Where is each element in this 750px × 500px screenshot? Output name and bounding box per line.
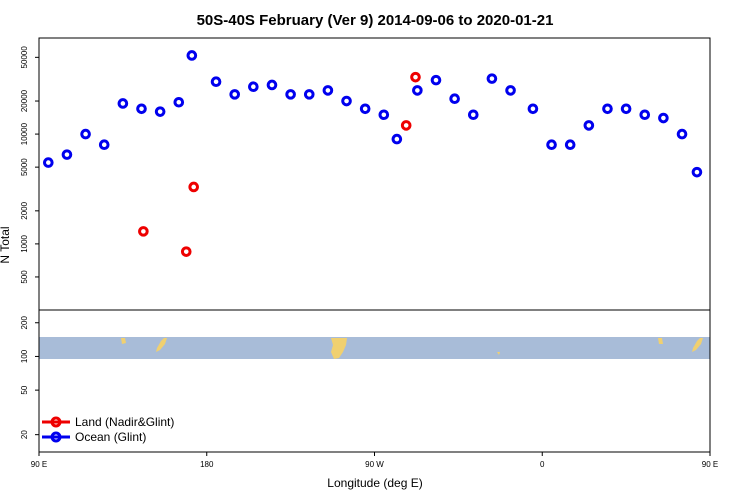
ocean-data-point: [322, 85, 334, 96]
ocean-data-point: [564, 139, 576, 151]
upper-data-points: [43, 50, 703, 257]
x-tick-label: 0: [540, 460, 545, 469]
y-axis-title: N Total: [0, 226, 12, 263]
land-data-point: [188, 181, 200, 193]
land-data-point: [400, 120, 412, 131]
ocean-data-point: [266, 79, 278, 91]
x-tick-label: 180: [200, 460, 214, 469]
ocean-data-point: [583, 120, 595, 131]
ocean-data-point: [303, 89, 315, 100]
x-axis-title: Longitude (deg E): [327, 476, 422, 490]
ocean-data-point: [486, 73, 498, 84]
lower-y-tick-label: 200: [20, 316, 29, 330]
legend-ocean-marker: [50, 431, 62, 443]
lower-y-tick-label: 50: [20, 385, 29, 394]
upper-y-tick-label: 1000: [20, 234, 29, 252]
ocean-data-point: [639, 109, 651, 121]
ocean-data-point: [117, 98, 129, 109]
land-data-point: [138, 226, 149, 237]
ocean-data-point: [391, 133, 403, 145]
upper-y-tick-label: 20000: [20, 89, 29, 112]
lower-y-tick-label: 20: [20, 430, 29, 439]
ocean-data-point: [229, 89, 241, 100]
legend-land-marker: [50, 416, 62, 428]
ocean-data-point: [285, 89, 296, 100]
upper-y-tick-label: 5000: [20, 158, 29, 176]
lower-y-axis: 20 50 100 200: [20, 316, 39, 439]
ocean-data-point: [359, 103, 371, 115]
ocean-data-point: [546, 139, 557, 151]
ocean-data-point: [676, 128, 688, 140]
upper-y-tick-label: 2000: [20, 201, 29, 219]
map-band: [39, 337, 710, 359]
upper-y-tick-label: 10000: [20, 122, 29, 145]
ocean-data-point: [505, 85, 516, 96]
ocean-data-point: [210, 76, 222, 87]
ocean-data-point: [173, 96, 185, 108]
chart-title: 50S-40S February (Ver 9) 2014-09-06 to 2…: [197, 12, 554, 29]
legend-land-label: Land (Nadir&Glint): [75, 415, 174, 429]
ocean-data-point: [43, 157, 54, 168]
land-patch-patagonia: [331, 338, 347, 359]
lower-y-tick-label: 100: [20, 349, 29, 363]
land-patch-islands: [497, 352, 500, 355]
ocean-data-point: [527, 103, 539, 115]
ocean-data-point: [691, 166, 703, 178]
ocean-data-point: [602, 103, 613, 115]
ocean-data-point: [248, 81, 259, 93]
x-tick-label: 90 E: [702, 460, 718, 469]
land-data-point: [180, 246, 192, 257]
upper-y-tick-label: 500: [20, 270, 29, 284]
ocean-data-point: [186, 50, 198, 61]
ocean-data-point: [378, 109, 390, 121]
land-patch-new-zealand: [156, 338, 167, 352]
ocean-data-point: [80, 128, 91, 140]
x-tick-label: 90 E: [31, 460, 47, 469]
x-tick-label: 90 W: [365, 460, 384, 469]
upper-y-axis: 500 1000 2000 5000 10000 20000 50000: [20, 46, 39, 284]
ocean-data-point: [136, 103, 147, 115]
legend-ocean-label: Ocean (Glint): [75, 430, 146, 444]
land-patch-south-america-east: [121, 338, 126, 344]
ocean-strip: [39, 337, 710, 359]
ocean-data-point: [430, 74, 442, 86]
land-data-point: [410, 71, 421, 83]
ocean-data-point: [658, 112, 669, 124]
ocean-data-point: [449, 93, 460, 105]
land-patch-new-zealand-repeat: [692, 338, 703, 352]
ocean-data-point: [467, 109, 479, 121]
ocean-data-point: [341, 95, 352, 107]
ocean-data-point: [154, 106, 166, 117]
ocean-data-point: [98, 139, 110, 151]
x-axis: 90 E 180 90 W 0 90 E: [31, 452, 718, 469]
upper-plot-frame: [38, 37, 711, 311]
legend: Land (Nadir&Glint) Ocean (Glint): [42, 415, 174, 444]
ocean-data-point: [412, 85, 423, 96]
ocean-data-point: [61, 149, 73, 160]
upper-y-tick-label: 50000: [20, 46, 29, 69]
ocean-data-point: [620, 103, 632, 115]
land-patch-tasmania: [658, 338, 663, 344]
